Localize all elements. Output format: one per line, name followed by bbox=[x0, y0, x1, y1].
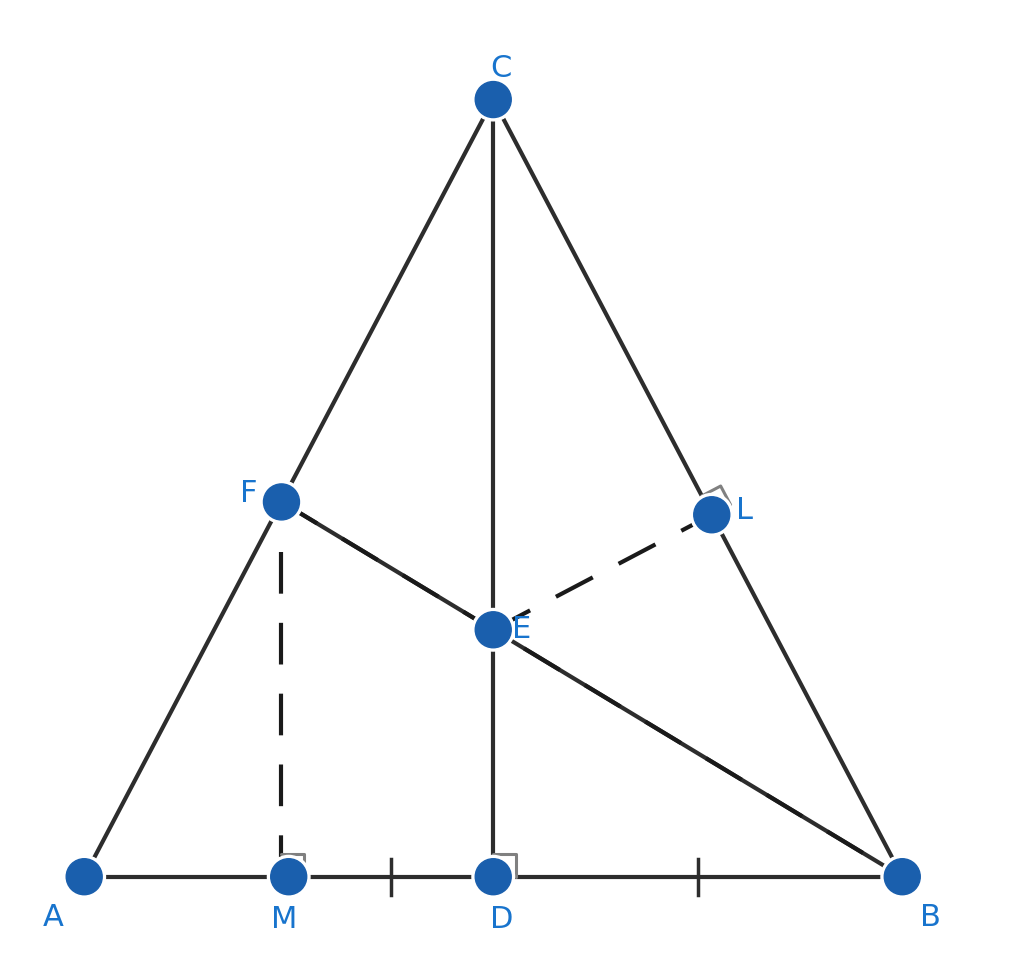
Text: B: B bbox=[920, 903, 941, 932]
Circle shape bbox=[475, 82, 512, 118]
Circle shape bbox=[66, 859, 102, 895]
Circle shape bbox=[691, 494, 733, 536]
Text: L: L bbox=[736, 496, 753, 525]
Circle shape bbox=[881, 855, 923, 898]
Circle shape bbox=[694, 496, 730, 533]
Circle shape bbox=[268, 855, 310, 898]
Text: D: D bbox=[489, 905, 514, 934]
Circle shape bbox=[472, 855, 515, 898]
Text: A: A bbox=[42, 903, 64, 932]
Circle shape bbox=[472, 608, 515, 651]
Text: C: C bbox=[490, 54, 513, 83]
Circle shape bbox=[475, 612, 512, 648]
Circle shape bbox=[475, 859, 512, 895]
Circle shape bbox=[271, 859, 306, 895]
Circle shape bbox=[885, 859, 920, 895]
Text: M: M bbox=[271, 905, 298, 934]
Circle shape bbox=[472, 78, 515, 120]
Text: E: E bbox=[513, 615, 532, 644]
Circle shape bbox=[260, 481, 302, 523]
Circle shape bbox=[264, 484, 299, 520]
Text: F: F bbox=[240, 479, 258, 508]
Circle shape bbox=[63, 855, 105, 898]
